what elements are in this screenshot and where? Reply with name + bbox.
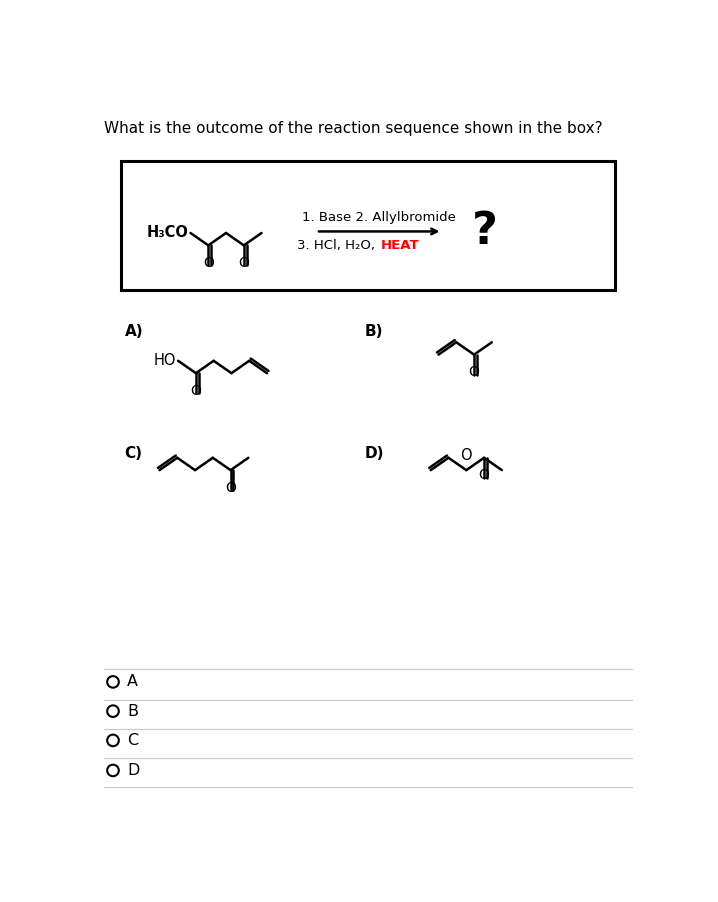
Text: B): B) (365, 324, 383, 339)
Text: D): D) (365, 446, 384, 461)
Text: 3. HCl, H₂O,: 3. HCl, H₂O, (297, 239, 379, 253)
Text: O: O (460, 448, 472, 464)
Text: 1. Base 2. Allylbromide: 1. Base 2. Allylbromide (302, 211, 456, 224)
Text: B: B (127, 704, 138, 719)
Text: A): A) (125, 324, 144, 339)
Text: A: A (127, 675, 138, 689)
Text: O: O (479, 468, 490, 483)
Text: O: O (469, 365, 480, 379)
Text: H₃CO: H₃CO (147, 226, 189, 241)
Text: O: O (190, 384, 201, 398)
Text: HEAT: HEAT (381, 239, 419, 253)
Text: C): C) (125, 446, 143, 461)
Text: ?: ? (472, 210, 498, 253)
Bar (121, 161, 615, 290)
Text: HO: HO (154, 354, 177, 368)
Text: O: O (225, 481, 236, 495)
Text: D: D (127, 763, 139, 778)
Text: C: C (127, 733, 138, 748)
Text: O: O (203, 256, 214, 270)
Text: O: O (238, 256, 249, 270)
Text: What is the outcome of the reaction sequence shown in the box?: What is the outcome of the reaction sequ… (103, 121, 602, 135)
